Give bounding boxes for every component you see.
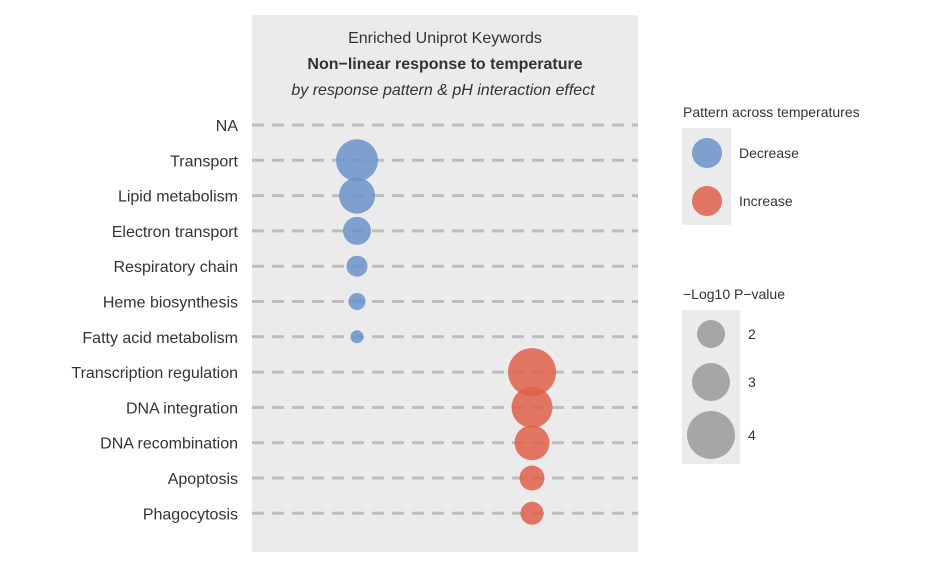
- point-decrease-lipid-metabolism: [339, 177, 375, 214]
- y-tick-label-electron-transport: Electron transport: [112, 224, 239, 241]
- chart-subtitle: Non−linear response to temperature: [307, 56, 582, 73]
- size-legend: −Log10 P−value 2 3 4: [682, 286, 785, 464]
- y-tick-label-dna-integration: DNA integration: [126, 400, 238, 417]
- legend-decrease-label: Decrease: [739, 145, 799, 161]
- y-tick-label-transcription-regulation: Transcription regulation: [71, 365, 238, 382]
- plot-panel: [252, 15, 638, 552]
- y-tick-label-dna-recombination: DNA recombination: [100, 436, 238, 453]
- y-tick-label-lipid-metabolism: Lipid metabolism: [118, 189, 238, 206]
- color-legend: Pattern across temperatures Decrease Inc…: [682, 104, 860, 225]
- chart-title: Enriched Uniprot Keywords: [348, 30, 542, 47]
- point-increase-dna-integration: [511, 386, 553, 428]
- point-decrease-heme-biosynthesis: [348, 293, 366, 310]
- y-axis-labels: NA Transport Lipid metabolism Electron tran…: [71, 118, 238, 523]
- size-legend-circle-4: [687, 411, 735, 459]
- gridlines: [252, 123, 638, 515]
- point-increase-dna-recombination: [514, 425, 550, 461]
- point-decrease-respiratory-chain: [346, 255, 368, 277]
- y-tick-label-na: NA: [216, 118, 239, 135]
- y-tick-label-respiratory-chain: Respiratory chain: [114, 259, 239, 276]
- point-increase-transcription-regulation: [508, 348, 556, 397]
- data-points: [336, 139, 556, 525]
- legend-increase-swatch: [692, 186, 722, 216]
- size-legend-label-2: 2: [748, 326, 756, 342]
- point-decrease-fatty-acid-metabolism: [350, 330, 364, 344]
- y-tick-label-fatty-acid-metabolism: Fatty acid metabolism: [82, 330, 238, 347]
- point-increase-phagocytosis: [520, 501, 544, 525]
- point-increase-apoptosis: [519, 465, 545, 491]
- size-legend-label-3: 3: [748, 374, 756, 390]
- legend-decrease-swatch: [692, 138, 722, 168]
- y-tick-label-heme-biosynthesis: Heme biosynthesis: [103, 295, 238, 312]
- y-tick-label-apoptosis: Apoptosis: [168, 471, 238, 488]
- chart-caption: by response pattern & pH interaction eff…: [291, 82, 595, 99]
- size-legend-label-4: 4: [748, 427, 756, 443]
- color-legend-title: Pattern across temperatures: [683, 104, 860, 120]
- size-legend-circle-3: [692, 363, 730, 401]
- legend-increase-label: Increase: [739, 193, 793, 209]
- y-tick-label-phagocytosis: Phagocytosis: [143, 506, 238, 523]
- point-decrease-transport: [336, 139, 378, 182]
- size-legend-title: −Log10 P−value: [683, 286, 785, 302]
- y-tick-label-transport: Transport: [170, 153, 238, 170]
- point-decrease-electron-transport: [343, 216, 371, 245]
- size-legend-circle-2: [697, 320, 725, 348]
